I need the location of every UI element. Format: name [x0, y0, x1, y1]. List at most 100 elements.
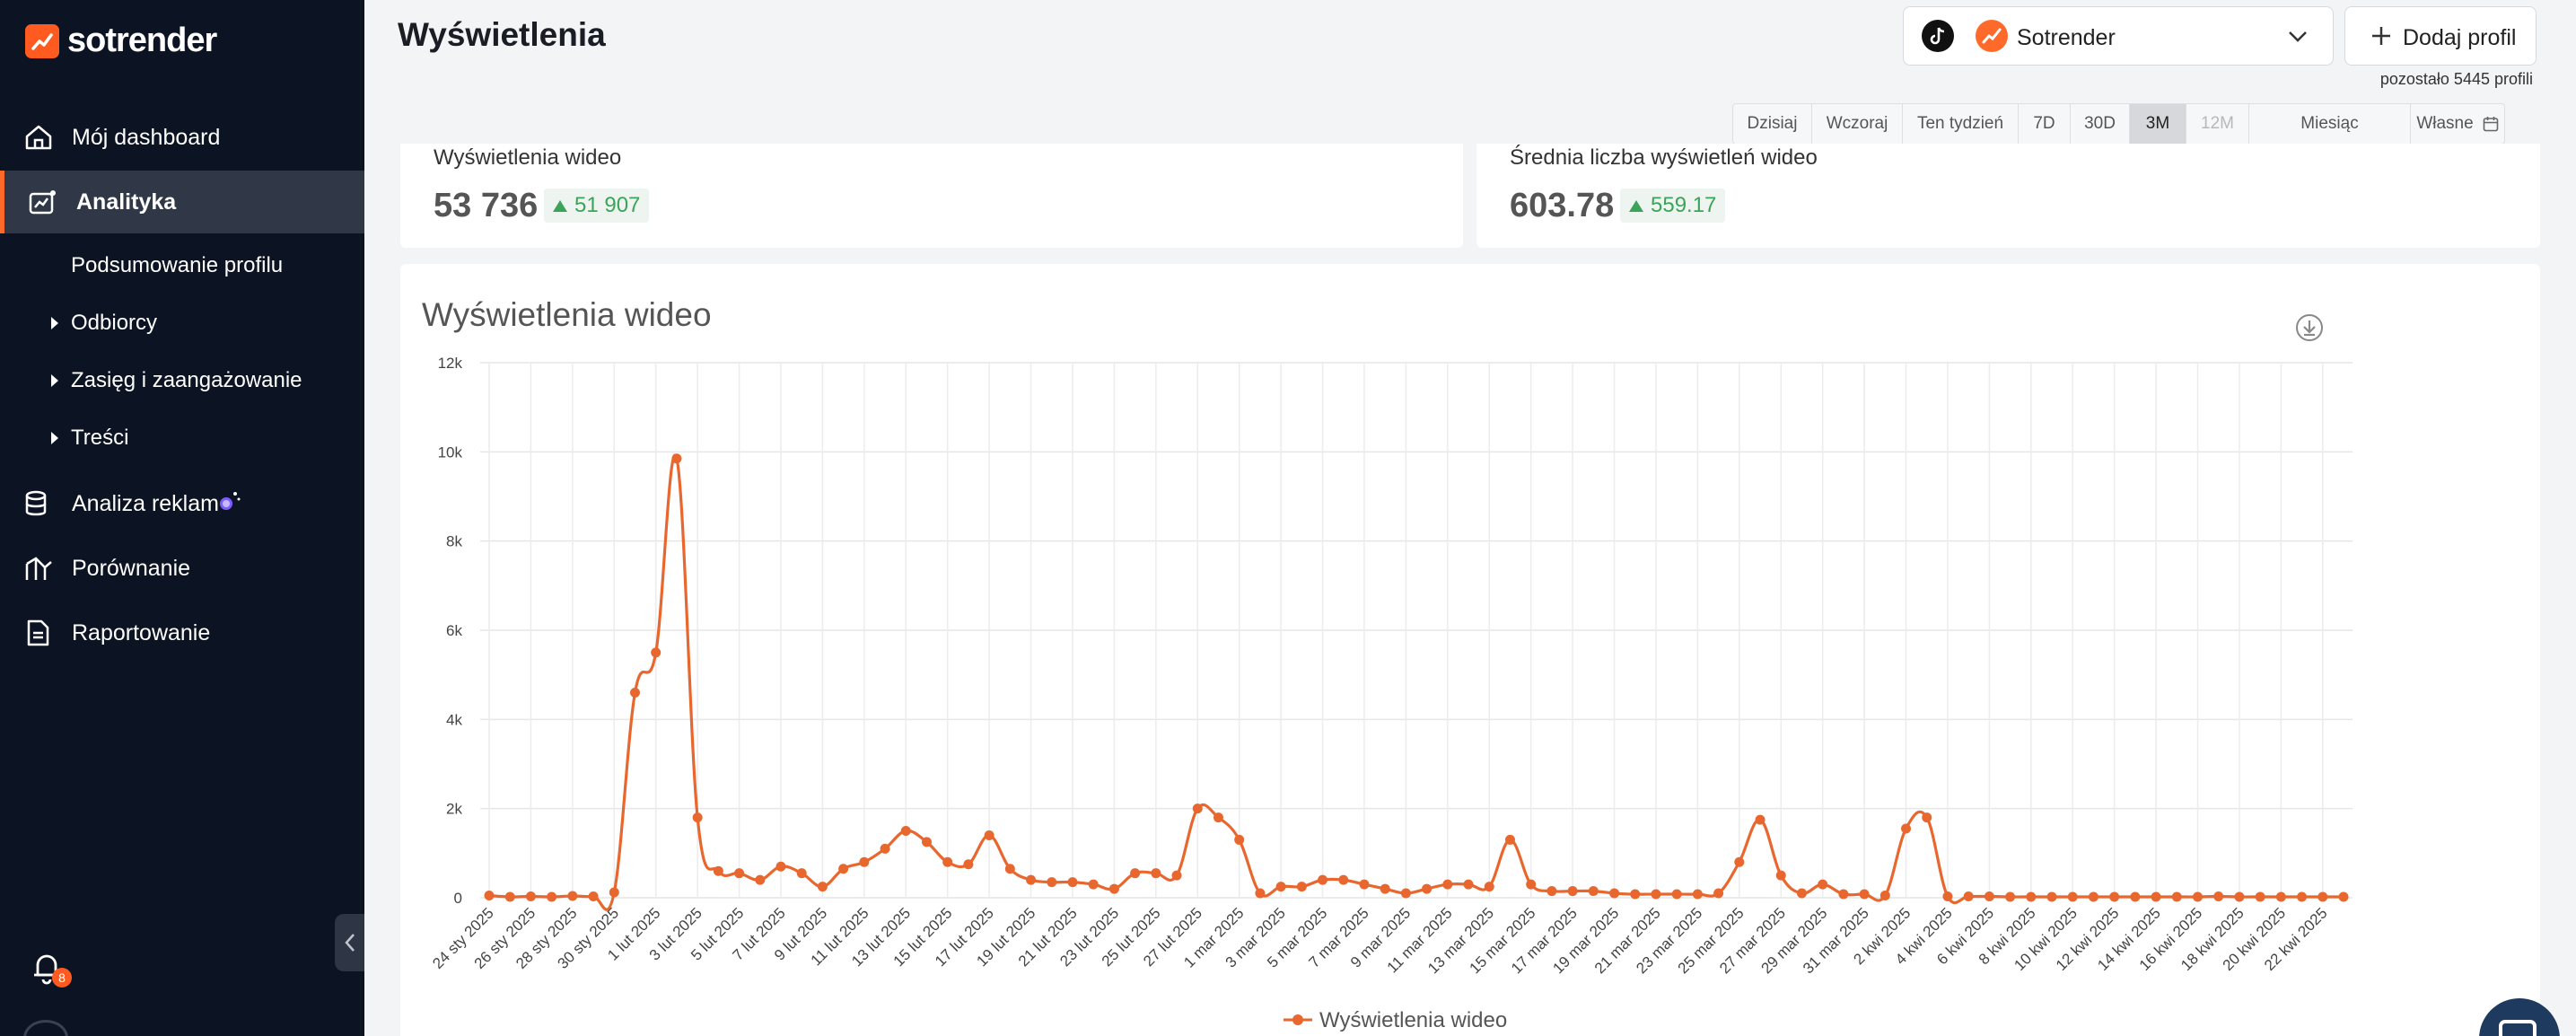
data-point [2318, 891, 2328, 902]
data-point [1463, 879, 1474, 890]
data-point [671, 453, 682, 464]
sidebar-item-ads-analysis[interactable]: Analiza reklam [0, 472, 364, 535]
range-30d[interactable]: 30D [2071, 104, 2130, 144]
brand-name: sotrender [67, 22, 217, 59]
brand-logo[interactable]: sotrender [25, 22, 217, 60]
kpi-card-avg-video-views: Średnia liczba wyświetleń wideo 603.78 5… [1476, 144, 2540, 248]
sidebar-item-analytics[interactable]: Analityka [0, 171, 364, 233]
data-point [838, 864, 849, 874]
data-point [2193, 891, 2204, 902]
data-point [1275, 882, 1286, 892]
data-point [2026, 891, 2037, 902]
data-point [1630, 889, 1641, 900]
data-point [1942, 891, 1953, 902]
data-point [796, 868, 807, 879]
range-3m[interactable]: 3M [2130, 104, 2186, 144]
data-point [692, 812, 703, 823]
home-icon [25, 125, 52, 150]
sidebar-subitem-label: Zasięg i zaangażowanie [71, 368, 302, 392]
data-point [984, 830, 994, 840]
data-point [1047, 877, 1057, 888]
kpi-card-video-views: Wyświetlenia wideo 53 736 51 907 [400, 144, 1463, 248]
kpi-delta-badge: 51 907 [544, 189, 650, 223]
data-point [1234, 834, 1245, 845]
data-point [1359, 879, 1370, 890]
trend-up-icon [1629, 199, 1643, 212]
data-point [817, 882, 828, 892]
data-point [921, 837, 932, 847]
sidebar-subitem-audience[interactable]: Odbiorcy [0, 296, 364, 350]
data-point [1734, 856, 1745, 867]
caret-right-icon [51, 317, 58, 329]
data-point [2213, 891, 2224, 902]
range-month[interactable]: Miesiąc [2249, 104, 2411, 144]
range-7d[interactable]: 7D [2019, 104, 2071, 144]
sidebar-item-label: Analiza reklam [72, 490, 219, 516]
sidebar: sotrender Mój dashboard Analityka Podsum… [0, 0, 364, 1036]
date-range-selector: Dzisiaj Wczoraj Ten tydzień 7D 30D 3M 12… [1732, 103, 2505, 145]
calendar-icon [2483, 117, 2498, 132]
data-point [1692, 889, 1703, 900]
kpi-label: Średnia liczba wyświetleń wideo [1510, 145, 1818, 170]
sidebar-item-reporting[interactable]: Raportowanie [0, 601, 364, 664]
data-point [1192, 803, 1203, 814]
profiles-remaining-text: pozostało 5445 profili [2379, 70, 2533, 88]
kpi-delta-value: 559.17 [1651, 193, 1717, 217]
sidebar-subitem-label: Treści [71, 426, 129, 450]
data-point [1775, 870, 1786, 881]
chart-title: Wyświetlenia wideo [422, 296, 712, 333]
data-point [1796, 888, 1807, 899]
ads-database-icon [25, 490, 47, 516]
data-point [2151, 891, 2161, 902]
sparkle-icon [220, 492, 241, 510]
kpi-value: 603.78 [1510, 187, 1615, 224]
sidebar-item-label: Raportowanie [72, 619, 211, 645]
sidebar-subitem-profile-summary[interactable]: Podsumowanie profilu [0, 239, 364, 293]
data-point [755, 874, 766, 885]
data-point [1755, 814, 1766, 825]
sidebar-subitem-reach[interactable]: Zasięg i zaangażowanie [0, 354, 364, 408]
data-point [1859, 889, 1870, 900]
sotrender-logo-icon [25, 23, 59, 58]
range-custom-label: Własne [2416, 114, 2474, 133]
chat-widget-button[interactable] [2479, 998, 2560, 1036]
compare-icon [25, 557, 52, 580]
tiktok-icon [1922, 20, 1954, 52]
sidebar-subitem-label: Podsumowanie profilu [71, 253, 284, 277]
kpi-delta-value: 51 907 [574, 193, 641, 217]
range-this-week[interactable]: Ten tydzień [1903, 104, 2019, 144]
data-point [2005, 891, 2016, 902]
data-point [2297, 891, 2308, 902]
report-icon [27, 619, 49, 646]
data-point [1400, 888, 1411, 899]
data-point [713, 865, 723, 876]
data-point [1567, 886, 1578, 897]
data-point [567, 891, 578, 901]
data-point [1651, 889, 1661, 900]
data-point [2275, 891, 2286, 902]
profile-selector[interactable]: Sotrender [1903, 6, 2334, 66]
data-point [1255, 888, 1266, 899]
data-point [1108, 883, 1119, 894]
kpi-delta-badge: 559.17 [1620, 189, 1726, 223]
range-today[interactable]: Dzisiaj [1733, 104, 1812, 144]
sidebar-collapse-button[interactable] [335, 914, 364, 971]
data-point [859, 856, 870, 867]
data-point [1818, 879, 1828, 890]
data-point [1963, 891, 1974, 902]
range-yesterday[interactable]: Wczoraj [1812, 104, 1903, 144]
data-point [2088, 891, 2098, 902]
sidebar-item-dashboard[interactable]: Mój dashboard [0, 106, 364, 169]
range-custom[interactable]: Własne [2411, 104, 2504, 144]
user-avatar[interactable] [23, 1020, 68, 1036]
sidebar-item-comparison[interactable]: Porównanie [0, 537, 364, 600]
data-point [588, 891, 599, 902]
y-tick-label: 8k [446, 533, 462, 550]
sidebar-item-label: Porównanie [72, 555, 191, 581]
add-profile-button[interactable]: Dodaj profil [2344, 6, 2537, 66]
download-icon[interactable] [2294, 312, 2325, 343]
page-title: Wyświetlenia [398, 16, 606, 53]
data-point [2234, 891, 2245, 902]
sidebar-subitem-content[interactable]: Treści [0, 411, 364, 465]
notification-count-badge: 8 [52, 968, 72, 988]
